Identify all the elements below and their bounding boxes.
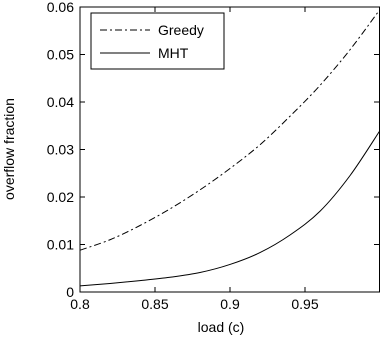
y-tick-label: 0.01 (47, 237, 74, 253)
y-tick-label: 0.03 (47, 142, 74, 158)
y-tick-label: 0.05 (47, 47, 74, 63)
legend-label: MHT (158, 45, 189, 61)
legend-box (90, 12, 225, 70)
series-line-greedy (79, 9, 380, 251)
series-layer (79, 9, 380, 287)
legend-label: Greedy (158, 22, 204, 38)
x-axis-label: load (c) (198, 319, 245, 335)
x-tick-label: 0.85 (141, 296, 168, 312)
x-tick-label: 0.9 (220, 296, 240, 312)
y-axis-label: overflow fraction (1, 98, 17, 200)
y-tick-label: 0 (66, 284, 74, 300)
x-tick-label: 0.8 (70, 296, 90, 312)
y-tick-label: 0.06 (47, 0, 74, 15)
y-tick-label: 0.04 (47, 94, 74, 110)
y-tick-label: 0.02 (47, 189, 74, 205)
x-tick-label: 0.95 (291, 296, 318, 312)
legend: Greedy MHT (90, 12, 225, 70)
series-line-mht (79, 130, 380, 287)
plot-axes: 0.8 0.85 0.9 0.95 0 0.01 0.02 0.03 0.04 0.05 0.06 (47, 0, 380, 312)
